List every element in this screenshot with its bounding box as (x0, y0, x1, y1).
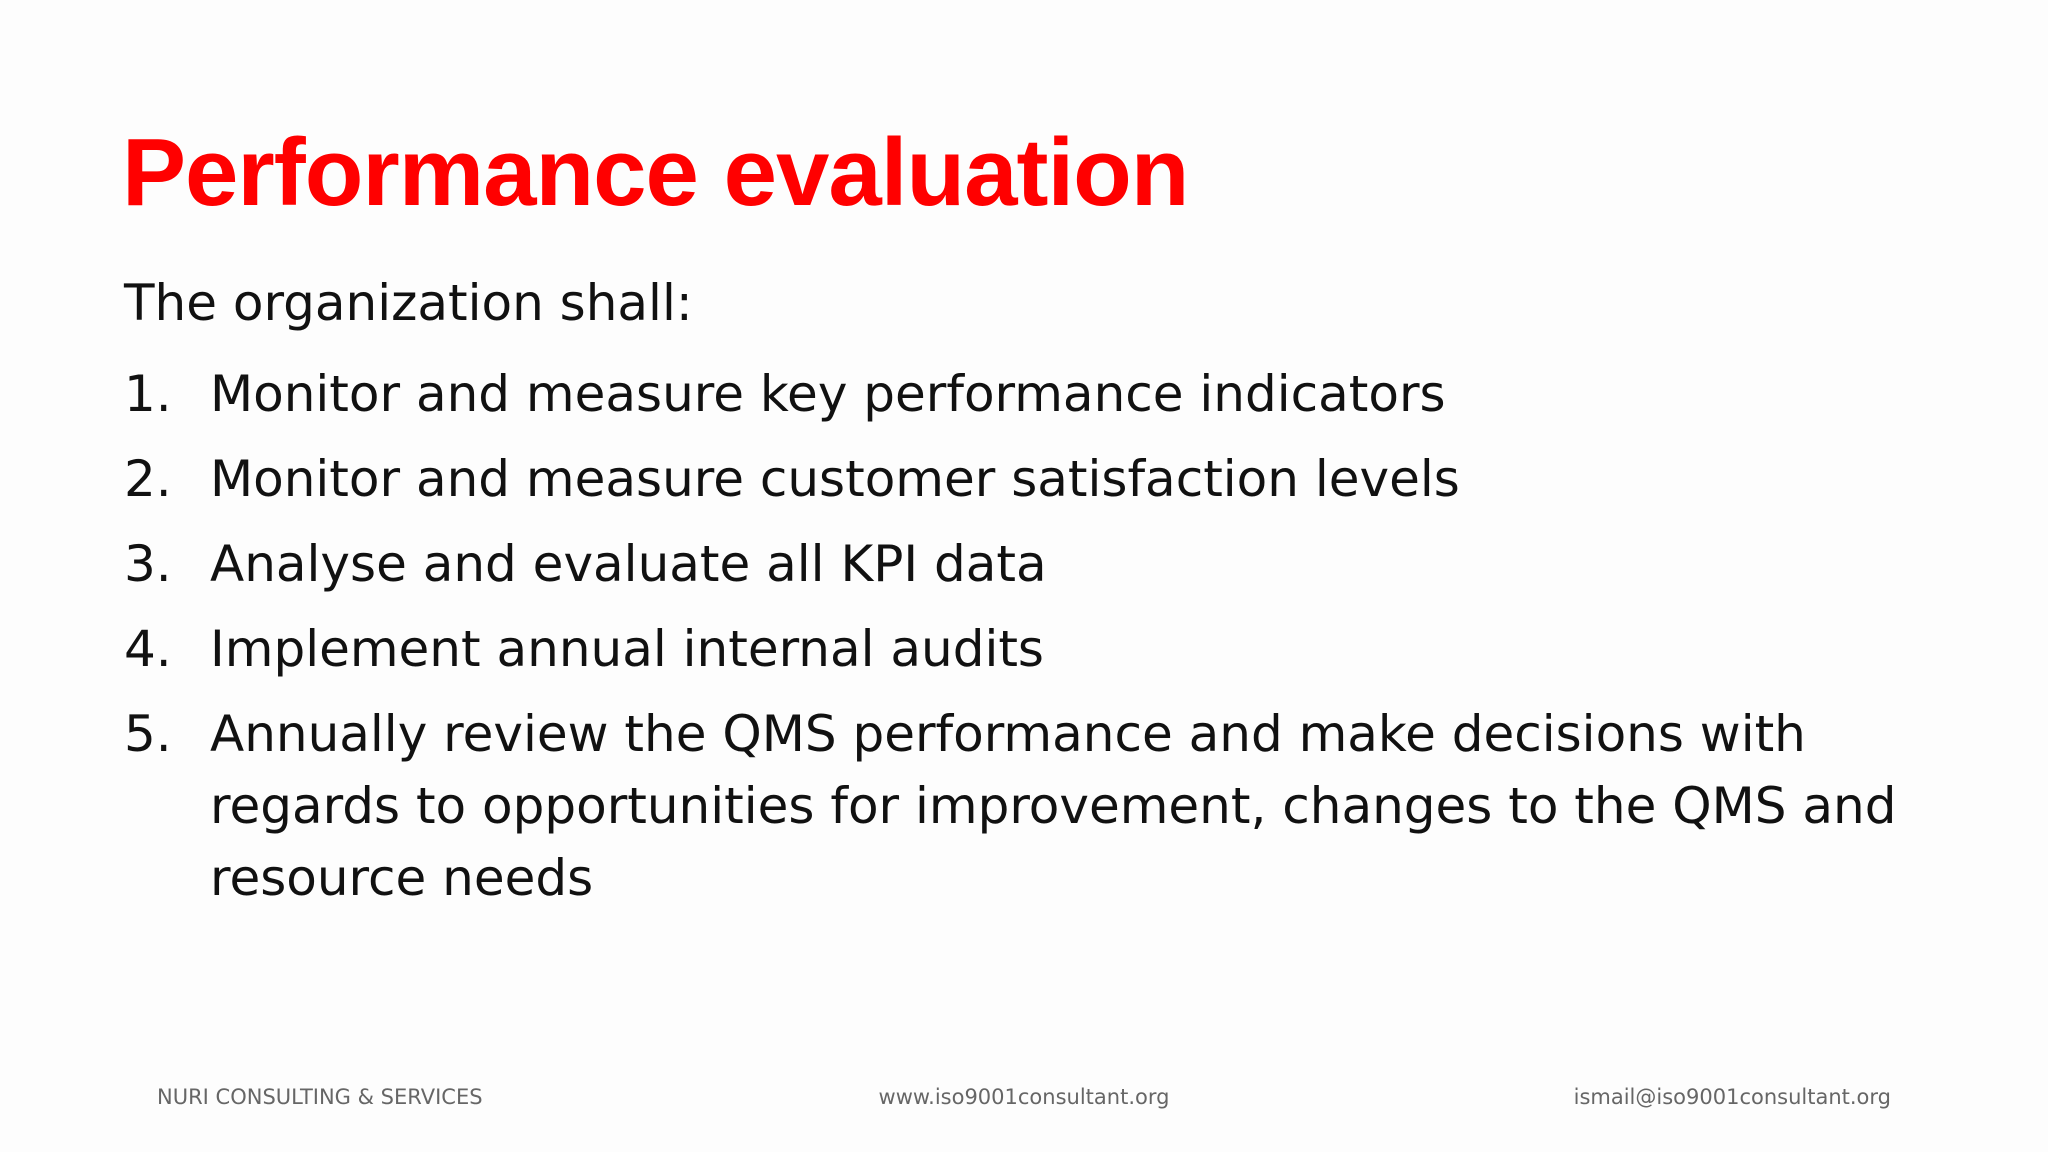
item-number: 3. (124, 535, 172, 593)
list-item: 5. Annually review the QMS performance an… (124, 698, 1984, 914)
intro-text: The organization shall: (124, 274, 693, 332)
list-item: 1. Monitor and measure key performance in… (124, 358, 1984, 430)
list-item: 2. Monitor and measure customer satisfact… (124, 443, 1984, 515)
item-number: 1. (124, 365, 172, 423)
footer-right: ismail@iso9001consultant.org (1573, 1085, 1891, 1109)
slide-title: Performance evaluation (122, 119, 1189, 226)
item-text: Implement annual internal audits (210, 620, 1044, 678)
list-item: 3. Analyse and evaluate all KPI data (124, 528, 1984, 600)
item-text: Monitor and measure key performance indi… (210, 365, 1446, 423)
list-item: 4. Implement annual internal audits (124, 613, 1984, 685)
item-text: Monitor and measure customer satisfactio… (210, 450, 1460, 508)
item-number: 4. (124, 620, 172, 678)
item-text: Analyse and evaluate all KPI data (210, 535, 1047, 593)
item-number: 5. (124, 705, 172, 763)
item-number: 2. (124, 450, 172, 508)
item-text: Annually review the QMS performance and … (210, 705, 1897, 907)
footer-left: NURI CONSULTING & SERVICES (157, 1085, 483, 1109)
footer-center: www.iso9001consultant.org (878, 1085, 1170, 1109)
numbered-list: 1. Monitor and measure key performance in… (124, 358, 1984, 927)
